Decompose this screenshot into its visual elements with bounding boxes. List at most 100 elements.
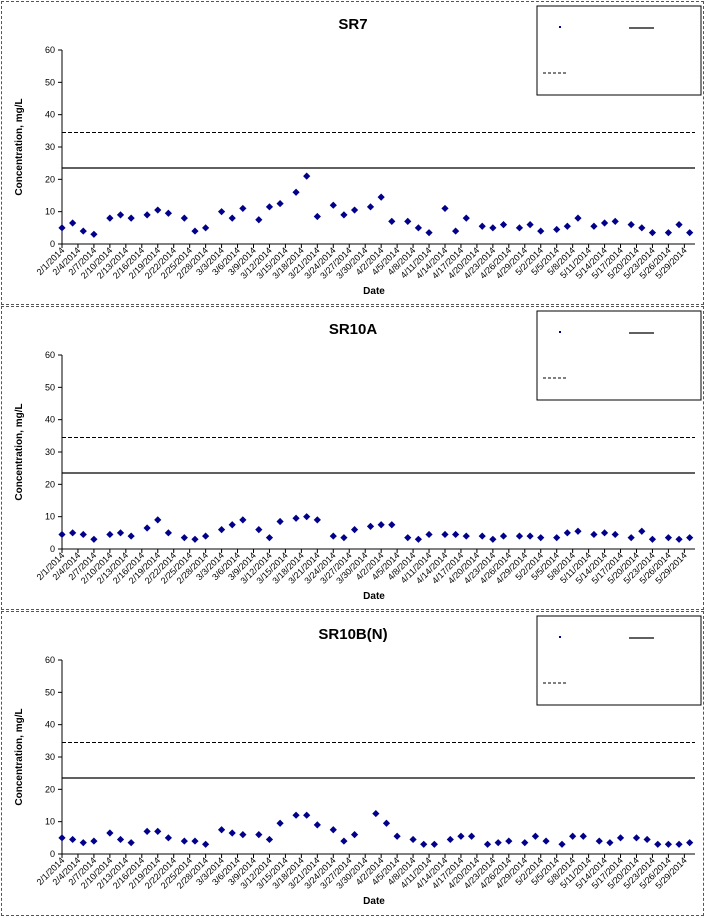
data-point (574, 527, 582, 535)
data-point (590, 222, 598, 230)
chart-title: SR7 (338, 16, 367, 33)
data-point (217, 826, 226, 834)
data-point (143, 524, 151, 532)
y-tick-label: 60 (45, 45, 55, 55)
data-point (686, 229, 694, 237)
data-point (164, 834, 172, 842)
data-point (276, 819, 284, 827)
data-point (441, 530, 449, 539)
y-tick-label: 10 (45, 207, 55, 217)
data-point (239, 204, 247, 213)
data-point (616, 834, 625, 842)
data-point (521, 839, 529, 847)
legend-box (536, 5, 702, 96)
data-point (116, 835, 125, 844)
data-point (478, 532, 486, 540)
data-point (425, 229, 433, 237)
data-point (202, 840, 210, 848)
y-tick-label: 60 (45, 350, 55, 360)
y-axis-label: Concentration, mg/L (14, 708, 25, 805)
data-point (276, 199, 284, 208)
y-tick-label: 30 (45, 447, 55, 457)
data-point (600, 219, 609, 227)
legend-marker-swatch (559, 331, 561, 333)
data-point (69, 529, 77, 537)
data-point (441, 204, 449, 213)
data-point (404, 217, 412, 225)
data-point (90, 535, 98, 543)
data-point (69, 219, 77, 227)
data-point (350, 206, 359, 214)
data-point (239, 516, 247, 524)
y-tick-label: 40 (45, 415, 55, 425)
y-tick-label: 10 (45, 512, 55, 522)
data-point (611, 530, 619, 539)
data-point (462, 214, 470, 222)
data-point (154, 206, 162, 214)
y-tick-label: 0 (50, 849, 55, 859)
data-point (377, 193, 385, 201)
data-point (457, 832, 465, 840)
data-point (686, 534, 694, 542)
data-point (388, 217, 396, 225)
data-point (127, 214, 135, 222)
data-point (409, 835, 417, 844)
data-point (58, 224, 66, 232)
data-point (600, 529, 609, 537)
legend (536, 5, 702, 96)
data-point (180, 214, 188, 222)
data-point (505, 837, 513, 845)
data-point (90, 837, 98, 845)
data-point (191, 535, 199, 543)
data-point (303, 513, 311, 521)
data-point (382, 819, 391, 827)
data-point (191, 837, 199, 845)
data-point (340, 534, 348, 542)
y-tick-label: 40 (45, 110, 55, 120)
data-point (228, 521, 236, 529)
legend-marker-swatch (559, 26, 561, 28)
y-tick-label: 60 (45, 655, 55, 665)
data-point (563, 529, 571, 537)
chart-sr7: SR701020304050602/1/20142/4/20142/7/2014… (14, 5, 702, 297)
y-tick-label: 10 (45, 817, 55, 827)
data-point (632, 834, 641, 842)
data-point (569, 832, 577, 840)
data-point (483, 840, 492, 848)
data-point (531, 832, 540, 840)
data-point (526, 221, 534, 229)
data-point (579, 832, 587, 840)
data-point (452, 227, 460, 235)
data-point (654, 840, 662, 848)
y-tick-label: 50 (45, 382, 55, 392)
data-point (239, 831, 247, 839)
data-point (627, 534, 635, 542)
data-point (388, 521, 396, 529)
data-point (265, 835, 274, 844)
data-point (143, 827, 151, 835)
data-point (420, 840, 428, 848)
data-point (329, 532, 337, 540)
data-point (537, 534, 545, 542)
y-axis-label: Concentration, mg/L (14, 98, 25, 195)
data-point (377, 521, 385, 529)
data-point (499, 532, 508, 540)
data-point (664, 229, 673, 237)
data-point (180, 534, 188, 542)
data-point (542, 837, 550, 845)
chart-title: SR10B(N) (318, 626, 387, 643)
data-point (265, 203, 274, 211)
legend-marker-swatch (559, 636, 561, 638)
legend-box (536, 310, 702, 401)
y-axis-label: Concentration, mg/L (14, 403, 25, 500)
data-point (191, 227, 199, 235)
y-tick-label: 30 (45, 142, 55, 152)
data-point (106, 214, 114, 222)
data-point (154, 516, 162, 524)
y-tick-label: 20 (45, 174, 55, 184)
data-point (79, 839, 87, 847)
data-point (414, 224, 422, 232)
data-point (372, 809, 380, 818)
data-point (255, 831, 263, 839)
data-point (329, 826, 337, 834)
